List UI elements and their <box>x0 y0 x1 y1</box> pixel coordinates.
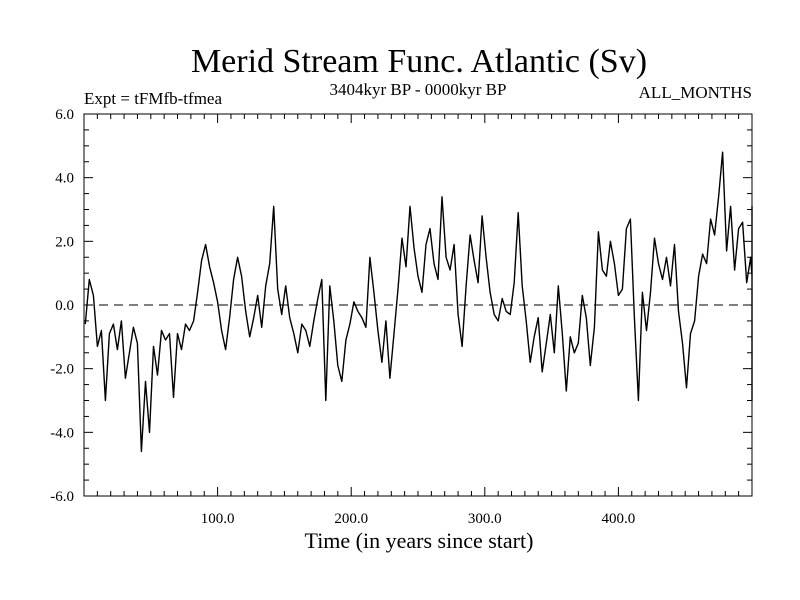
chart-title: Merid Stream Func. Atlantic (Sv) <box>191 43 647 80</box>
x-axis-label: Time (in years since start) <box>305 528 534 553</box>
y-tick-label: 0.0 <box>55 298 74 314</box>
chart-subtitle-left: Expt = tFMfb-tfmea <box>84 89 222 108</box>
chart-subtitle-center: 3404kyr BP - 0000kyr BP <box>330 80 507 99</box>
y-tick-label: -2.0 <box>50 362 74 378</box>
y-tick-label: 4.0 <box>55 171 74 187</box>
y-tick-label: 6.0 <box>55 107 74 123</box>
plot-area: 100.0 200.0 300.0 400.0 -6.0 -4.0 -2.0 0.0 2.0 4.… <box>50 107 753 527</box>
y-tick-label: -4.0 <box>50 425 74 441</box>
chart-subtitle-right: ALL_MONTHS <box>639 83 752 102</box>
x-tick-label: 100.0 <box>201 511 235 527</box>
x-tick-label: 300.0 <box>468 511 502 527</box>
x-tick-label: 200.0 <box>334 511 368 527</box>
series-line-0 <box>84 151 753 453</box>
y-tick-label: 2.0 <box>55 234 74 250</box>
y-tick-label: -6.0 <box>50 489 74 505</box>
x-tick-label: 400.0 <box>602 511 636 527</box>
